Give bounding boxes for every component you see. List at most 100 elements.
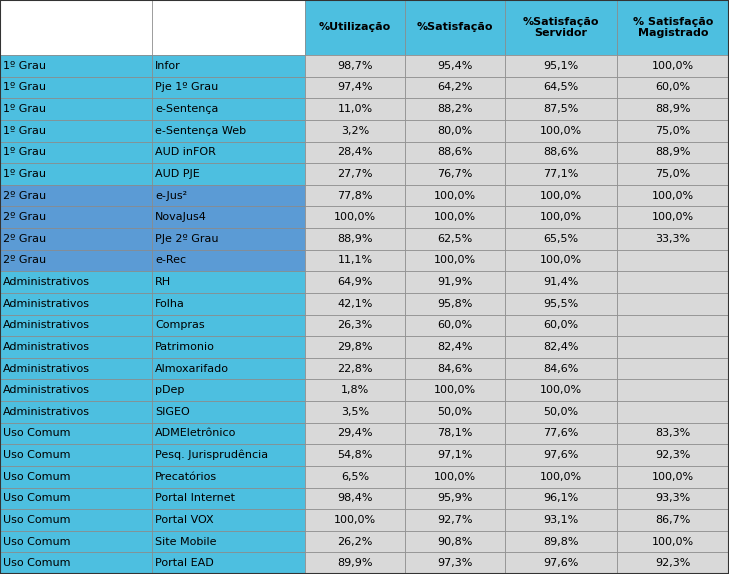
Bar: [617, 185, 729, 207]
Bar: [0, 422, 152, 444]
Text: 96,1%: 96,1%: [543, 493, 579, 503]
Bar: [0, 142, 152, 163]
Text: 77,1%: 77,1%: [543, 169, 579, 179]
Bar: [152, 422, 305, 444]
Bar: [305, 163, 405, 185]
Bar: [152, 315, 305, 336]
Bar: [0, 466, 152, 487]
Text: 95,5%: 95,5%: [543, 298, 579, 309]
Bar: [505, 76, 617, 98]
Text: Administrativos: Administrativos: [3, 320, 90, 330]
Bar: [505, 293, 617, 315]
Bar: [617, 531, 729, 552]
Bar: [405, 552, 505, 574]
Bar: [152, 293, 305, 315]
Bar: [152, 509, 305, 531]
Bar: [152, 142, 305, 163]
Bar: [505, 401, 617, 422]
Bar: [617, 272, 729, 293]
Text: PJe 2º Grau: PJe 2º Grau: [155, 234, 219, 244]
Text: 76,7%: 76,7%: [437, 169, 472, 179]
Text: 60,0%: 60,0%: [655, 83, 690, 92]
Text: Administrativos: Administrativos: [3, 385, 90, 395]
Bar: [152, 487, 305, 509]
Text: %Utilização: %Utilização: [319, 22, 391, 33]
Bar: [305, 379, 405, 401]
Text: e-Sentença Web: e-Sentença Web: [155, 126, 246, 135]
Text: Administrativos: Administrativos: [3, 298, 90, 309]
Bar: [617, 315, 729, 336]
Text: SIGEO: SIGEO: [155, 407, 190, 417]
Text: 2º Grau: 2º Grau: [3, 191, 46, 200]
Bar: [405, 293, 505, 315]
Text: e-Jus²: e-Jus²: [155, 191, 187, 200]
Bar: [305, 531, 405, 552]
Bar: [152, 552, 305, 574]
Bar: [305, 336, 405, 358]
Bar: [0, 444, 152, 466]
Text: 84,6%: 84,6%: [543, 363, 579, 374]
Bar: [152, 336, 305, 358]
Bar: [617, 336, 729, 358]
Text: 100,0%: 100,0%: [540, 255, 582, 265]
Bar: [617, 0, 729, 55]
Text: 6,5%: 6,5%: [341, 472, 369, 482]
Bar: [405, 466, 505, 487]
Bar: [305, 487, 405, 509]
Text: 29,8%: 29,8%: [338, 342, 373, 352]
Text: Pesq. Jurisprudência: Pesq. Jurisprudência: [155, 450, 268, 460]
Bar: [0, 315, 152, 336]
Bar: [505, 250, 617, 272]
Bar: [405, 55, 505, 76]
Bar: [152, 0, 305, 55]
Bar: [405, 531, 505, 552]
Text: 100,0%: 100,0%: [652, 537, 694, 546]
Bar: [405, 98, 505, 120]
Text: 54,8%: 54,8%: [338, 450, 373, 460]
Text: Uso Comum: Uso Comum: [3, 472, 71, 482]
Text: 88,6%: 88,6%: [543, 148, 579, 157]
Bar: [0, 487, 152, 509]
Text: 11,1%: 11,1%: [338, 255, 373, 265]
Bar: [405, 272, 505, 293]
Text: 2º Grau: 2º Grau: [3, 234, 46, 244]
Text: 100,0%: 100,0%: [540, 385, 582, 395]
Text: 88,6%: 88,6%: [437, 148, 472, 157]
Bar: [152, 163, 305, 185]
Text: Uso Comum: Uso Comum: [3, 537, 71, 546]
Text: 27,7%: 27,7%: [338, 169, 373, 179]
Text: Uso Comum: Uso Comum: [3, 428, 71, 439]
Bar: [505, 379, 617, 401]
Text: 100,0%: 100,0%: [434, 212, 476, 222]
Text: 50,0%: 50,0%: [543, 407, 579, 417]
Bar: [505, 163, 617, 185]
Bar: [305, 207, 405, 228]
Text: 100,0%: 100,0%: [434, 472, 476, 482]
Text: 100,0%: 100,0%: [334, 212, 376, 222]
Bar: [305, 444, 405, 466]
Text: 42,1%: 42,1%: [338, 298, 373, 309]
Bar: [305, 98, 405, 120]
Bar: [617, 444, 729, 466]
Text: 100,0%: 100,0%: [540, 191, 582, 200]
Text: 84,6%: 84,6%: [437, 363, 472, 374]
Text: 50,0%: 50,0%: [437, 407, 472, 417]
Bar: [152, 228, 305, 250]
Bar: [305, 272, 405, 293]
Bar: [405, 207, 505, 228]
Text: 92,3%: 92,3%: [655, 450, 690, 460]
Text: 77,6%: 77,6%: [543, 428, 579, 439]
Text: 89,8%: 89,8%: [543, 537, 579, 546]
Text: NovaJus4: NovaJus4: [155, 212, 207, 222]
Bar: [152, 55, 305, 76]
Text: 1,8%: 1,8%: [341, 385, 369, 395]
Bar: [617, 55, 729, 76]
Bar: [505, 509, 617, 531]
Bar: [617, 422, 729, 444]
Text: 100,0%: 100,0%: [334, 515, 376, 525]
Bar: [0, 120, 152, 142]
Text: 100,0%: 100,0%: [434, 191, 476, 200]
Bar: [0, 293, 152, 315]
Bar: [0, 98, 152, 120]
Bar: [152, 379, 305, 401]
